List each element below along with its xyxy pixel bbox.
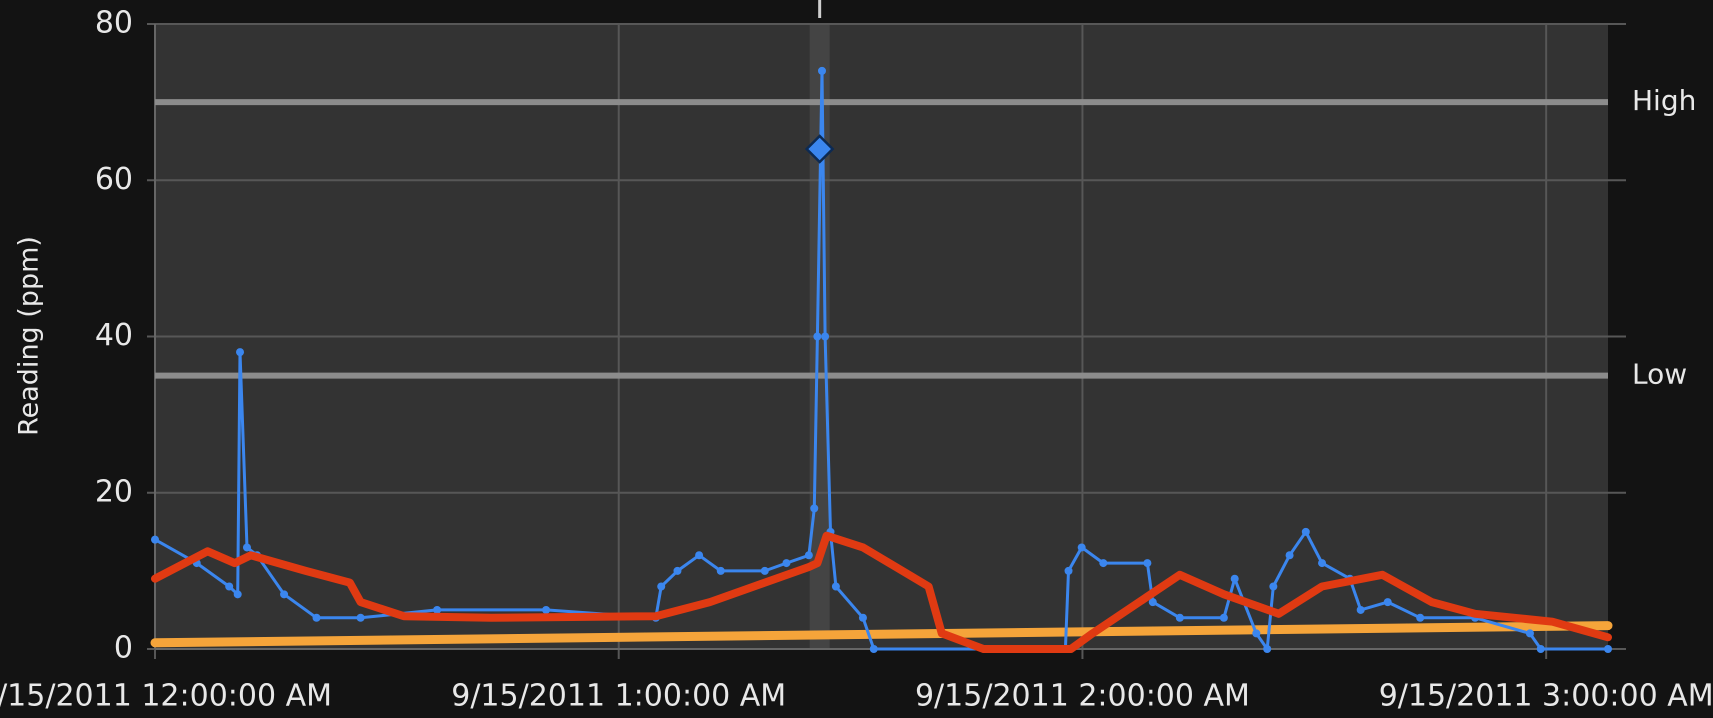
- data-point: [233, 590, 242, 599]
- data-point: [1064, 566, 1073, 575]
- data-point: [817, 66, 826, 75]
- data-point: [1356, 605, 1365, 614]
- y-tick-label: 80: [95, 6, 133, 41]
- x-tick-label: 9/15/2011 12:00:00 AM: [0, 679, 332, 714]
- data-point: [356, 613, 365, 622]
- data-point: [782, 559, 791, 568]
- data-point: [1383, 598, 1392, 607]
- data-point: [542, 605, 551, 614]
- x-tick-label: 9/15/2011 3:00:00 AM: [1379, 679, 1713, 714]
- data-point: [1175, 613, 1184, 622]
- data-point: [716, 566, 725, 575]
- data-point: [760, 566, 769, 575]
- data-point: [1604, 645, 1612, 653]
- data-point: [1077, 543, 1086, 552]
- data-point: [1143, 559, 1152, 568]
- data-point: [1285, 551, 1294, 560]
- data-point: [1099, 559, 1108, 568]
- data-point: [673, 566, 682, 575]
- data-point: [242, 543, 251, 552]
- data-point: [657, 582, 666, 591]
- data-point: [151, 535, 159, 544]
- data-point: [312, 613, 321, 622]
- data-point: [1416, 613, 1425, 622]
- selected-point: [804, 134, 835, 164]
- data-point: [1525, 629, 1534, 638]
- y-axis-title: Reading (ppm): [14, 236, 45, 436]
- y-tick-label: 60: [95, 162, 133, 197]
- series-line: [150, 621, 1613, 648]
- data-point: [1252, 629, 1261, 638]
- data-point: [1148, 598, 1157, 607]
- data-point: [1318, 559, 1327, 568]
- data-point: [433, 605, 442, 614]
- data-point: [1219, 613, 1228, 622]
- data-point: [1230, 574, 1239, 583]
- data-point: [225, 582, 234, 591]
- data-point: [695, 551, 704, 560]
- y-tick-label: 0: [114, 631, 133, 666]
- threshold-label: Low: [1632, 358, 1687, 391]
- series-line: [151, 531, 1612, 653]
- data-point: [810, 504, 819, 513]
- data-point: [236, 348, 245, 357]
- data-point: [1263, 645, 1272, 653]
- data-point: [821, 332, 830, 341]
- data-point: [831, 582, 840, 591]
- data-point: [804, 551, 813, 560]
- x-tick-label: 9/15/2011 2:00:00 AM: [915, 679, 1250, 714]
- y-tick-label: 40: [95, 318, 133, 353]
- data-point: [869, 645, 878, 653]
- data-point: [813, 332, 822, 341]
- x-tick-label: 9/15/2011 1:00:00 AM: [451, 679, 786, 714]
- data-point: [1301, 527, 1310, 536]
- data-point: [1536, 645, 1545, 653]
- data-point: [858, 613, 867, 622]
- data-point: [280, 590, 289, 599]
- threshold-label: High: [1632, 84, 1696, 117]
- data-point: [1269, 582, 1278, 591]
- y-tick-label: 20: [95, 474, 133, 509]
